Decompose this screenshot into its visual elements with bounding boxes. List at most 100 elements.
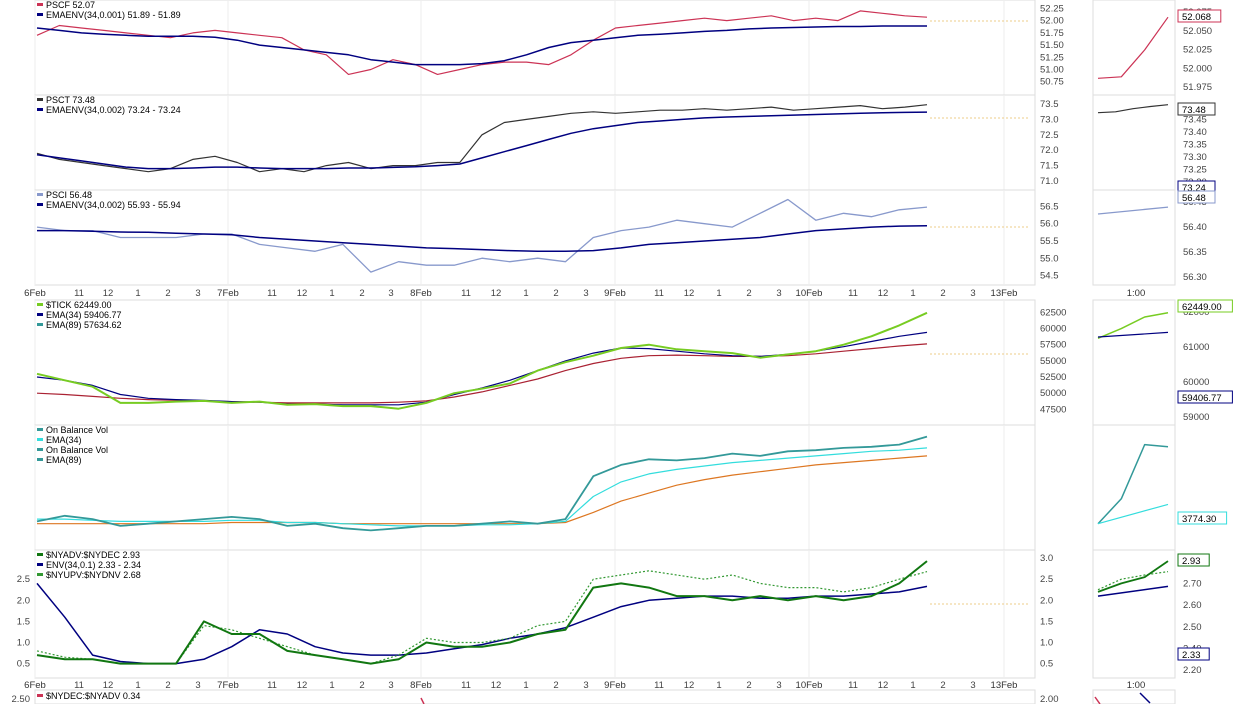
nydec-legend-item: $NYDEC:$NYADV 0.34 [46,691,140,701]
nyadv-y-tick-left: 2.5 [17,574,30,585]
pscf-value-flag: 52.068 [1182,12,1211,23]
tick-legend-swatch [37,323,43,326]
x-axis-top-side-tick-label: 1:00 [1127,288,1146,299]
pscf-y-tick: 52.25 [1040,3,1064,14]
nyupv-side-line [1097,571,1169,591]
nyadv-side-tick: 2.60 [1183,600,1202,611]
x-axis-bottom-tick-label: 1 [135,680,140,691]
x-axis-bottom-tick-label: 9Feb [604,680,626,691]
psct-y-tick: 73.0 [1040,114,1059,125]
obv-ema34-flag-box [1177,511,1228,525]
psct-value-flag-box [1177,102,1216,116]
pscf-y-tick: 50.75 [1040,77,1064,88]
x-axis-bottom-tick-label: 2 [553,680,558,691]
psct-y-tick: 71.0 [1040,176,1059,187]
pscf-y-tick: 52.00 [1040,16,1064,27]
x-axis-top-tick-label: 3 [388,288,393,299]
obv-legend-item: EMA(89) [46,455,82,465]
psci-value-flag-box [1177,190,1216,204]
nydec-y-tick: 2.50 [12,694,31,704]
psci-envelope-line [37,224,928,253]
psci-side-tick: 56.30 [1183,272,1207,283]
psct-legend-swatch [37,98,43,101]
x-axis-top-tick-label: 12 [491,288,502,299]
x-axis-bottom-tick-label: 2 [940,680,945,691]
x-axis-bottom-tick-label: 11 [461,680,471,691]
nyadv-value-flag-box [1177,553,1210,567]
x-axis-top-tick-label: 6Feb [24,288,46,299]
tick-y-tick: 60000 [1040,324,1066,335]
obv-ema89-line [37,455,928,525]
psct-y-tick: 72.0 [1040,145,1059,156]
nyadv-legend-swatch [37,563,43,566]
psci-value-flag: 56.48 [1182,193,1206,204]
psci-y-tick: 54.5 [1040,271,1059,282]
x-axis-bottom-tick-label: 3 [195,680,200,691]
x-axis-bottom-tick-label: 1 [523,680,528,691]
x-axis-bottom-tick-label: 11 [267,680,277,691]
nyadv-y-tick-left: 1.5 [17,616,30,627]
x-axis-top-tick-label: 11 [267,288,277,299]
nydec-side-frame [1092,689,1176,705]
obv-legend-swatch [37,428,43,431]
psct-side-tick: 73.40 [1183,127,1207,138]
nyadv-legend-item: ENV(34,0.1) 2.33 - 2.34 [46,560,141,570]
x-axis-bottom-tick-label: 12 [878,680,889,691]
psct-side-tick: 73.25 [1183,165,1207,176]
x-axis-bottom-tick-label: 3 [388,680,393,691]
x-axis-top-tick-label: 3 [776,288,781,299]
nyadv-y-tick-right: 0.5 [1040,659,1053,670]
nyadv-y-tick-right: 1.5 [1040,616,1053,627]
nydec-side-envelope-line [1139,692,1151,704]
x-axis-top-tick-label: 12 [684,288,695,299]
x-axis-top-tick-label: 2 [165,288,170,299]
nyadv-y-tick-right: 2.0 [1040,595,1053,606]
nyadv-side-frame [1092,549,1176,679]
tick-legend-swatch [37,313,43,316]
psct-envelope-line [36,111,928,170]
psci-legend-item: PSCI 56.48 [46,190,92,200]
psct-legend-item: PSCT 73.48 [46,95,95,105]
psct-legend-item: EMAENV(34,0.002) 73.24 - 73.24 [46,105,181,115]
x-axis-top-tick-label: 12 [297,288,308,299]
obv-legend-item: On Balance Vol [46,445,108,455]
psci-y-tick: 55.0 [1040,253,1059,264]
tick-ema34-flag: 59406.77 [1182,393,1222,404]
nyadv-legend-item: $NYADV:$NYDEC 2.93 [46,550,140,560]
x-axis-top-tick-label: 9Feb [604,288,626,299]
nyadv-frame [34,549,1036,679]
pscf-side-tick: 51.975 [1183,82,1212,93]
x-axis-top-tick-label: 13Feb [991,288,1018,299]
x-axis-top-tick-label: 3 [195,288,200,299]
psct-side-line [1097,104,1169,114]
obv-side-line [1097,443,1169,525]
x-axis-top-tick-label: 8Feb [410,288,432,299]
x-axis-top-tick-label: 2 [746,288,751,299]
tick-legend-item: EMA(89) 57634.62 [46,320,122,330]
x-axis-bottom-tick-label: 10Feb [796,680,823,691]
psci-price-line [36,198,928,273]
x-axis-top-tick-label: 2 [359,288,364,299]
x-axis-bottom-tick-label: 13Feb [991,680,1018,691]
nyadv-envelope-flag: 2.33 [1182,650,1201,661]
tick-side-tick: 60000 [1183,377,1209,388]
psci-legend-swatch [37,193,43,196]
tick-y-tick: 47500 [1040,404,1066,415]
obv-line [36,435,928,532]
x-axis-bottom-tick-label: 2 [359,680,364,691]
x-axis-bottom-tick-label: 3 [583,680,588,691]
x-axis-top-tick-label: 11 [461,288,471,299]
tick-y-tick: 50000 [1040,388,1066,399]
x-axis-bottom-tick-label: 7Feb [217,680,239,691]
x-axis-top-tick-label: 10Feb [796,288,823,299]
obv-legend-item: EMA(34) [46,435,82,445]
tick-line [36,311,928,410]
tick-y-tick: 57500 [1040,340,1066,351]
x-axis-bottom-tick-label: 3 [776,680,781,691]
pscf-side-tick: 52.025 [1183,45,1212,56]
tick-ema34-line [36,331,928,406]
psct-envelope-flag: 73.24 [1182,183,1206,194]
x-axis-bottom-tick-label: 2 [746,680,751,691]
obv-ema34-flag: 3774.30 [1182,514,1216,525]
nyadv-side-tick: 2.50 [1183,622,1202,633]
